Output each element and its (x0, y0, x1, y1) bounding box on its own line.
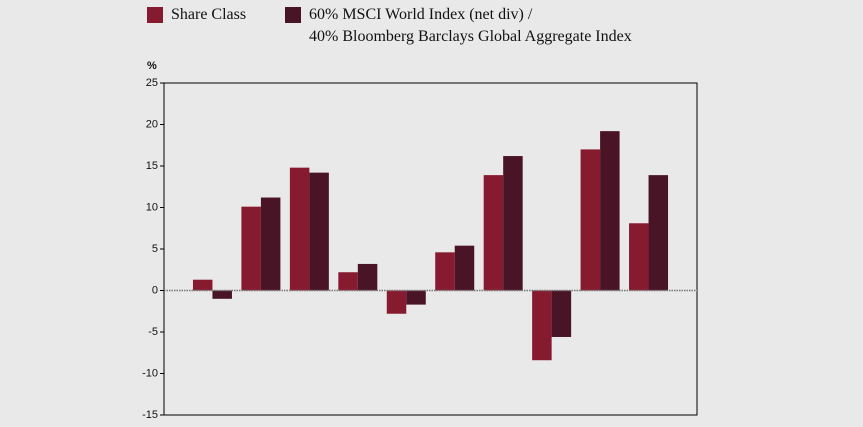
bar (435, 252, 455, 291)
bar (309, 172, 329, 291)
y-tick-label: -5 (148, 326, 158, 338)
y-tick-label: 20 (146, 118, 158, 130)
bar (386, 290, 407, 314)
bar (532, 290, 552, 361)
bar (241, 206, 261, 291)
bar (192, 279, 213, 291)
bar (503, 156, 523, 291)
y-tick-label: 10 (146, 201, 158, 213)
y-tick-label: -15 (142, 409, 158, 421)
bar (648, 175, 669, 291)
bar (483, 175, 504, 291)
bar (338, 272, 358, 291)
bar (289, 167, 310, 291)
bar (629, 223, 649, 291)
y-tick-label: 5 (152, 243, 158, 255)
legend-swatch (147, 7, 163, 23)
legend-label: Share Class (171, 6, 247, 23)
y-tick-label: 0 (152, 284, 158, 296)
bar (551, 290, 572, 337)
legend-swatch (285, 7, 301, 23)
bar (212, 290, 232, 299)
y-tick-label: 25 (146, 77, 158, 89)
bar (357, 263, 378, 291)
bar (406, 290, 426, 305)
bar (260, 197, 281, 291)
y-tick-label: -10 (142, 367, 158, 379)
y-tick-label: 15 (146, 160, 158, 172)
bar (600, 131, 620, 291)
bar (454, 245, 475, 291)
legend-label: 60% MSCI World Index (net div) / 40% Blo… (309, 6, 632, 45)
y-axis-label: % (147, 60, 157, 72)
bar (580, 149, 601, 291)
